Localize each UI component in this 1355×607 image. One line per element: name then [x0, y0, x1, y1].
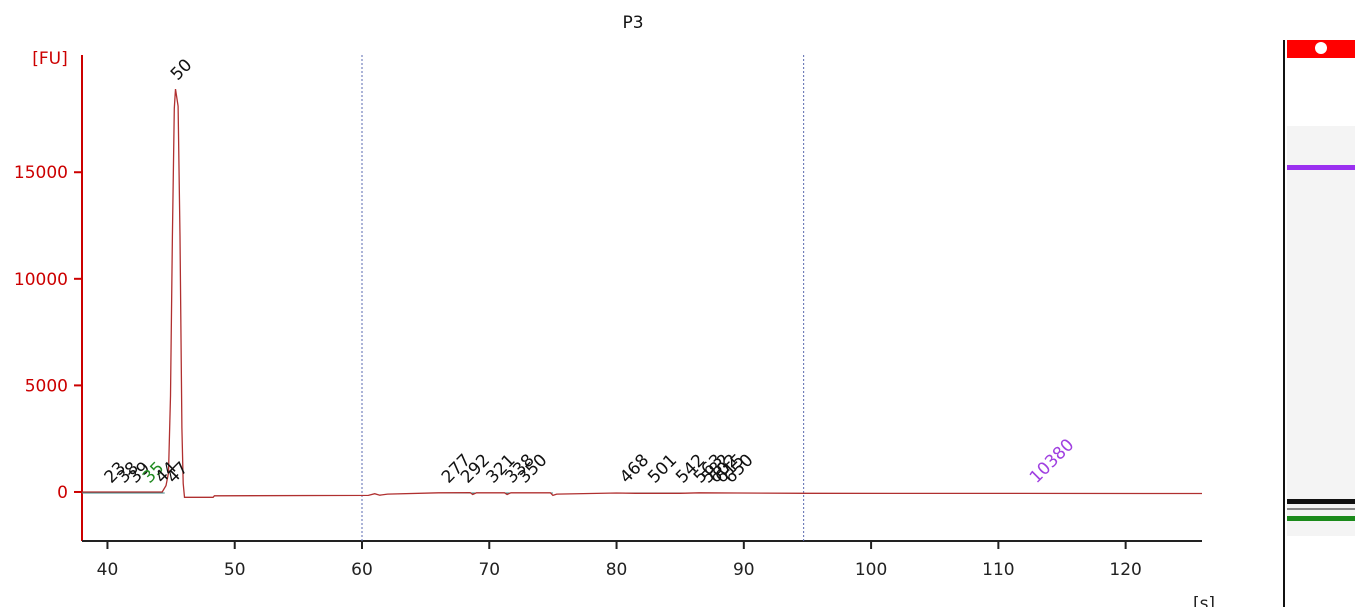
gel-band	[1287, 507, 1355, 510]
gel-band	[1287, 499, 1355, 505]
gel-lane	[1283, 40, 1355, 607]
chart-title: P3	[622, 13, 643, 33]
x-tick-label: 60	[351, 560, 373, 580]
x-tick-label: 70	[478, 560, 500, 580]
gel-lane-background	[1287, 126, 1355, 536]
x-tick-label: 90	[733, 560, 755, 580]
y-tick-label: 10000	[14, 270, 68, 290]
axes: 0 5000 10000 15000 40 50 60 70 80 90 100 110 120	[14, 55, 1202, 580]
y-tick-label: 15000	[14, 163, 68, 183]
gel-marker-dot-icon	[1315, 42, 1327, 54]
x-tick-label: 110	[982, 560, 1014, 580]
dotted-reference-lines	[361, 55, 805, 541]
peak-label: 10380	[1026, 435, 1078, 487]
series-layer	[82, 89, 1203, 498]
y-axis-label: [FU]	[32, 49, 68, 69]
x-tick-label: 120	[1109, 560, 1141, 580]
y-tick-label: 5000	[25, 376, 68, 396]
x-tick-label: 100	[855, 560, 887, 580]
electropherogram-chart: P3 [FU] [s] 0 5000 10000 15000 40 50 60 70 80 90 1…	[14, 13, 1215, 607]
series-line	[82, 89, 1203, 498]
y-tick-label: 0	[57, 483, 68, 503]
x-axis-label: [s]	[1193, 594, 1215, 607]
x-tick-label: 40	[97, 560, 119, 580]
peak-label: 50	[167, 55, 196, 84]
gel-band	[1287, 164, 1355, 170]
x-tick-label: 50	[224, 560, 246, 580]
gel-band	[1287, 516, 1355, 522]
x-tick-label: 80	[606, 560, 628, 580]
